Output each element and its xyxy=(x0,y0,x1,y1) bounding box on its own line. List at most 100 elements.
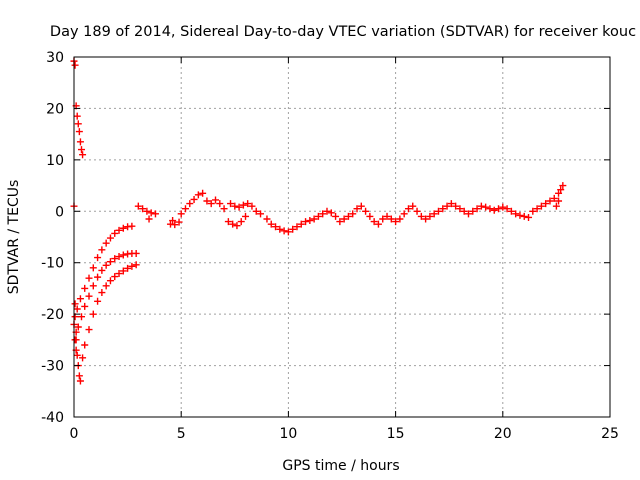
data-point xyxy=(171,221,179,229)
data-point xyxy=(546,197,554,205)
data-point xyxy=(194,191,202,199)
data-point xyxy=(289,225,297,233)
series-recovering-arc-a xyxy=(71,222,136,321)
y-tick-label: 20 xyxy=(46,101,64,117)
data-point xyxy=(486,205,494,213)
data-point xyxy=(231,202,239,210)
data-point xyxy=(520,212,528,220)
data-point xyxy=(242,212,250,220)
series-baseline-9-23-h xyxy=(263,182,567,236)
data-point xyxy=(439,205,447,213)
data-point xyxy=(482,203,490,211)
data-point xyxy=(71,61,79,69)
data-point xyxy=(557,186,565,194)
y-tick-label: -30 xyxy=(41,359,64,375)
data-point xyxy=(89,264,97,272)
y-tick-label: 10 xyxy=(46,153,64,169)
data-point xyxy=(79,151,87,159)
data-point xyxy=(151,210,159,218)
data-point xyxy=(392,218,400,226)
data-point xyxy=(552,202,560,210)
data-point xyxy=(227,200,235,208)
data-point xyxy=(75,128,83,136)
data-point xyxy=(257,210,265,218)
data-point xyxy=(78,146,86,154)
data-point xyxy=(469,207,477,215)
data-point xyxy=(115,226,123,234)
data-point xyxy=(85,326,93,334)
data-point xyxy=(119,267,127,275)
data-point xyxy=(555,189,563,197)
data-point xyxy=(499,203,507,211)
data-point xyxy=(124,264,132,272)
data-point xyxy=(362,207,370,215)
data-point xyxy=(71,336,79,344)
plot-frame xyxy=(73,56,611,418)
data-point xyxy=(81,302,89,310)
data-point xyxy=(276,225,284,233)
data-point xyxy=(98,266,106,274)
data-point xyxy=(464,210,472,218)
data-point xyxy=(417,212,425,220)
data-point xyxy=(396,215,404,223)
data-point xyxy=(73,305,81,313)
data-point xyxy=(379,215,387,223)
data-point xyxy=(443,202,451,210)
data-point xyxy=(422,215,430,223)
data-point xyxy=(89,310,97,318)
data-point xyxy=(111,255,119,263)
data-point xyxy=(409,202,417,210)
data-point xyxy=(81,341,89,349)
data-point xyxy=(387,215,395,223)
data-point xyxy=(293,223,301,231)
x-tick-label: 0 xyxy=(70,426,79,442)
data-point xyxy=(495,205,503,213)
data-point xyxy=(76,377,84,385)
data-point xyxy=(340,215,348,223)
data-point xyxy=(81,284,89,292)
data-point xyxy=(477,202,485,210)
data-point xyxy=(353,205,361,213)
data-point xyxy=(98,246,106,254)
data-point xyxy=(272,223,280,231)
data-point xyxy=(252,207,260,215)
data-point xyxy=(336,218,344,226)
data-point xyxy=(447,200,455,208)
data-point xyxy=(76,295,84,303)
data-point xyxy=(207,200,215,208)
data-point xyxy=(147,209,155,217)
data-point xyxy=(244,200,252,208)
data-point xyxy=(533,205,541,213)
grid xyxy=(74,57,610,417)
axis-ticks: 0 5 10 15 20 25 -40 -30 -20 -10 0 10 20 30 xyxy=(41,50,619,442)
data-point xyxy=(332,212,340,220)
y-tick-label: -10 xyxy=(41,256,64,272)
data-point xyxy=(473,205,481,213)
data-point xyxy=(102,261,110,269)
data-point xyxy=(94,254,102,262)
data-point xyxy=(374,220,382,228)
data-point xyxy=(490,206,498,214)
data-point xyxy=(302,218,310,226)
data-point xyxy=(89,282,97,290)
data-point xyxy=(169,217,177,225)
data-point xyxy=(507,207,515,215)
data-point xyxy=(79,354,87,362)
data-point xyxy=(297,220,305,228)
data-point xyxy=(216,200,224,208)
x-axis-label: GPS time / hours xyxy=(282,458,399,474)
data-point xyxy=(128,262,136,270)
data-point xyxy=(233,222,241,230)
data-point xyxy=(456,205,464,213)
data-point xyxy=(85,292,93,300)
y-tick-label: 0 xyxy=(55,204,64,220)
data-point xyxy=(349,210,357,218)
data-point xyxy=(267,220,275,228)
data-point xyxy=(76,138,84,146)
data-point xyxy=(452,202,460,210)
data-point xyxy=(132,249,140,257)
data-point xyxy=(280,227,288,235)
y-tick-label: -20 xyxy=(41,307,64,323)
x-tick-label: 25 xyxy=(601,426,619,442)
